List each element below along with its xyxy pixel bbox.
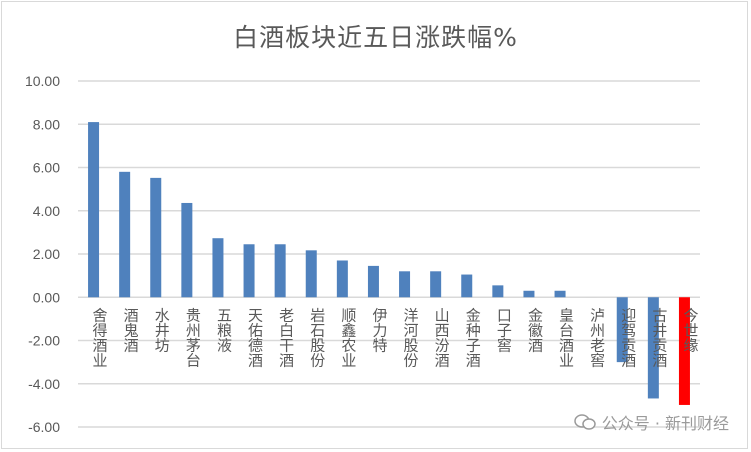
x-tick-label: 顺鑫农业	[339, 307, 357, 367]
y-tick-label: 0.00	[33, 289, 60, 305]
y-tick-label: 8.00	[33, 116, 60, 132]
bar	[616, 297, 628, 363]
bar	[243, 244, 255, 298]
y-tick-label: 6.00	[33, 160, 60, 176]
bar	[305, 250, 317, 298]
y-tick-label: 2.00	[33, 246, 60, 262]
bar	[678, 297, 690, 405]
watermark: 公众号 · 新刊财经	[573, 410, 729, 434]
x-tick-label: 迎驾贡酒	[619, 307, 637, 367]
x-tick-label: 水井坊	[153, 307, 171, 353]
x-tick-label: 古井贡酒	[650, 307, 668, 367]
x-tick-label: 五粮液	[215, 307, 233, 352]
x-tick-label: 天佑德酒	[246, 307, 264, 367]
bar	[554, 290, 566, 298]
x-tick-label: 岩石股份	[308, 307, 326, 368]
x-tick-label: 贵州茅台	[184, 307, 202, 367]
x-tick-label: 山西汾酒	[433, 307, 451, 367]
bar	[461, 274, 473, 298]
chart-title: 白酒板块近五日涨跌幅%	[233, 23, 518, 52]
x-tick-label: 金种子酒	[464, 307, 482, 367]
bar	[212, 238, 224, 298]
bar	[647, 297, 659, 399]
bar	[274, 244, 286, 298]
bar	[119, 171, 131, 298]
x-tick-label: 皇台酒业	[557, 307, 575, 367]
x-tick-label: 酒鬼酒	[122, 307, 140, 352]
bar	[399, 271, 411, 298]
bar	[150, 177, 162, 298]
y-tick-label: 4.00	[33, 203, 60, 219]
x-tick-label: 洋河股份	[402, 307, 420, 368]
wechat-icon	[573, 414, 596, 430]
x-tick-label: 金徽酒	[526, 307, 544, 352]
x-tick-label: 舍得酒业	[91, 307, 109, 367]
x-tick-label: 今世缘	[681, 307, 699, 352]
x-tick-label: 口子窖	[495, 307, 513, 352]
bar	[336, 260, 348, 298]
x-tick-label: 老白干酒	[277, 307, 295, 367]
bar	[88, 122, 100, 298]
watermark-text: 公众号 · 新刊财经	[601, 414, 729, 433]
bar	[492, 285, 504, 298]
bar	[523, 290, 535, 298]
bar	[181, 202, 193, 298]
y-tick-label: 10.00	[25, 73, 60, 89]
bar	[367, 265, 379, 298]
bar	[430, 271, 442, 298]
y-tick-label: -2.00	[28, 333, 60, 349]
x-tick-label: 泸州老窖	[588, 307, 606, 367]
y-tick-label: -6.00	[28, 419, 60, 435]
y-tick-label: -4.00	[28, 376, 60, 392]
x-tick-label: 伊力特	[370, 307, 388, 352]
